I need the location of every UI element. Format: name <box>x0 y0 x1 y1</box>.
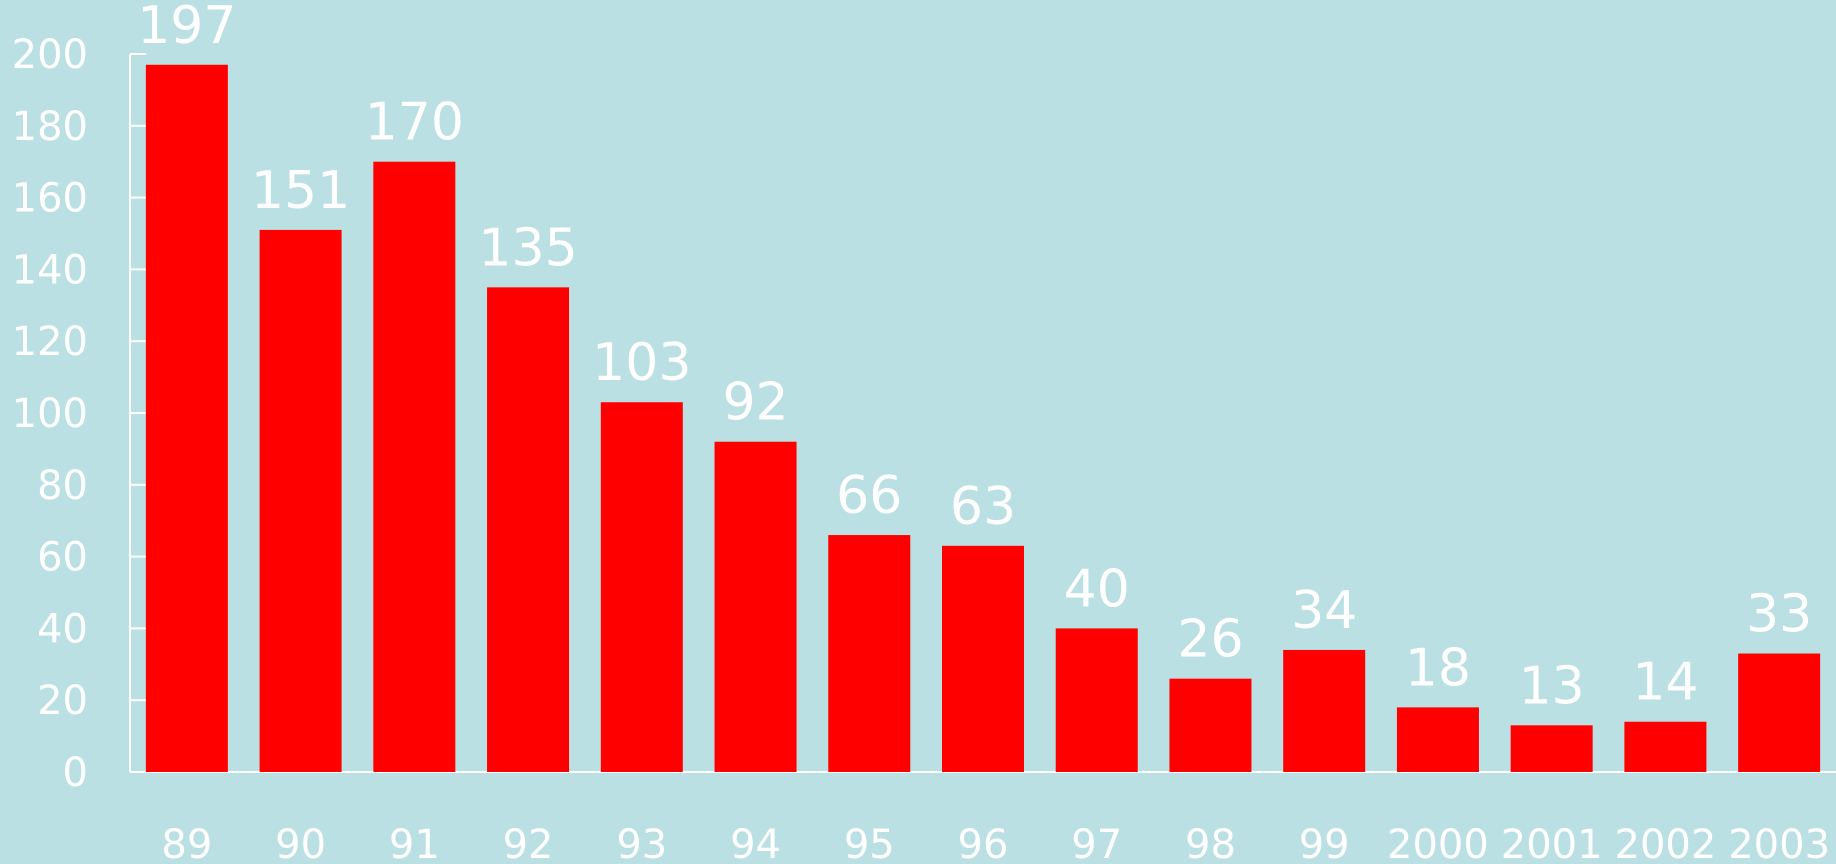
bar <box>942 545 1024 772</box>
y-tick-label: 180 <box>12 104 88 150</box>
x-tick-label: 89 <box>161 822 212 864</box>
bar <box>600 402 683 772</box>
bar <box>259 229 342 772</box>
x-tick-label: 97 <box>1071 822 1122 864</box>
data-label: 135 <box>478 218 577 278</box>
bar <box>828 535 911 772</box>
x-tick-label: 95 <box>844 822 895 864</box>
data-label: 151 <box>251 161 350 221</box>
x-tick-label: 2001 <box>1501 822 1603 864</box>
data-label: 170 <box>365 93 464 153</box>
bar <box>145 64 228 772</box>
y-tick-label: 120 <box>12 319 88 365</box>
y-tick-label: 20 <box>37 678 88 724</box>
x-tick-labels: 89 90 91 92 93 94 95 96 97 98 99 2000 2001 2002 2003 <box>161 822 1830 864</box>
data-label: 40 <box>1064 559 1130 619</box>
data-label: 197 <box>137 0 236 56</box>
data-label: 63 <box>950 477 1016 537</box>
bar <box>1624 721 1707 772</box>
x-tick-label: 94 <box>730 822 781 864</box>
y-tick-label: 140 <box>12 247 88 293</box>
x-tick-label: 2003 <box>1728 822 1830 864</box>
y-tick-label: 160 <box>12 176 88 222</box>
data-label: 18 <box>1405 638 1471 698</box>
x-tick-label: 2000 <box>1387 822 1489 864</box>
x-tick-label: 93 <box>616 822 667 864</box>
y-tick-label: 60 <box>37 535 88 581</box>
x-tick-label: 98 <box>1185 822 1236 864</box>
y-tick-label: 100 <box>12 391 88 437</box>
bar <box>1510 725 1593 772</box>
bar-series <box>145 64 1821 772</box>
data-label: 92 <box>722 373 788 433</box>
data-label: 26 <box>1177 610 1243 670</box>
x-tick-label: 99 <box>1299 822 1350 864</box>
x-tick-label: 2002 <box>1615 822 1717 864</box>
bar <box>1055 628 1138 772</box>
bar <box>373 161 456 772</box>
bar <box>1283 649 1366 772</box>
bar <box>1396 707 1479 772</box>
data-label: 34 <box>1291 581 1357 641</box>
y-axis: 0 20 40 60 80 100 120 140 160 180 200 <box>12 32 146 796</box>
x-tick-label: 92 <box>503 822 554 864</box>
data-label: 14 <box>1632 653 1698 713</box>
bar <box>487 287 570 772</box>
y-tick-label: 40 <box>37 606 88 652</box>
y-tick-label: 80 <box>37 463 88 509</box>
x-tick-label: 90 <box>275 822 326 864</box>
y-tick-label: 200 <box>12 32 88 78</box>
bar <box>714 441 797 772</box>
data-label: 103 <box>592 333 691 393</box>
x-tick-label: 91 <box>389 822 440 864</box>
bar <box>1169 678 1252 772</box>
data-label: 13 <box>1519 656 1585 716</box>
data-label: 66 <box>836 466 902 526</box>
y-tick-label: 0 <box>63 750 88 796</box>
x-tick-label: 96 <box>958 822 1009 864</box>
bar <box>1738 653 1821 772</box>
data-label: 33 <box>1746 585 1812 645</box>
